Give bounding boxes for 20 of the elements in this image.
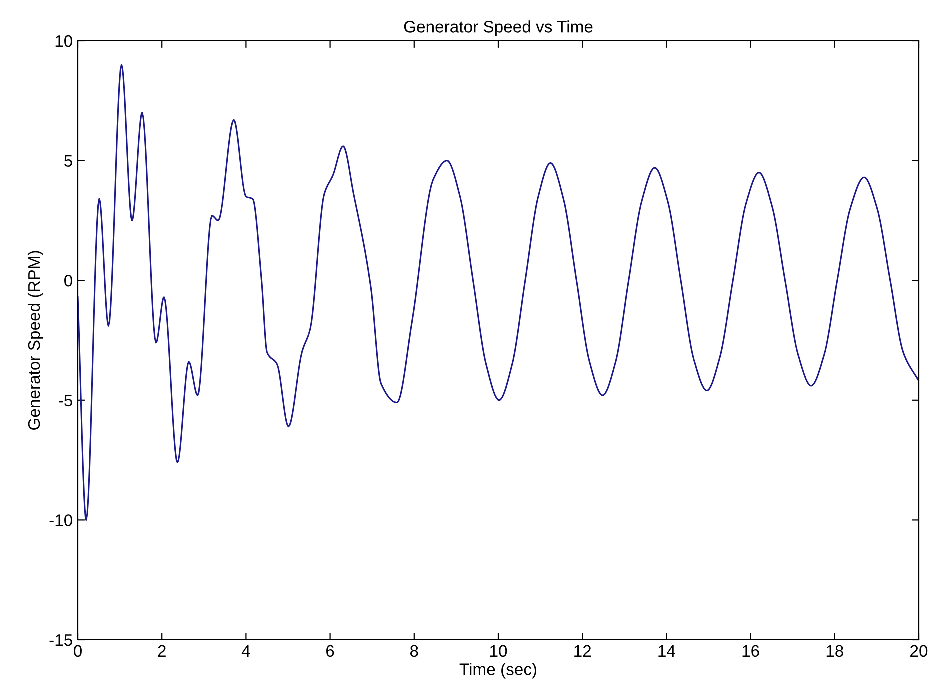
y-axis-title: Generator Speed (RPM) — [28, 251, 44, 430]
x-tick-label: 8 — [410, 645, 418, 658]
x-tick-label: 0 — [74, 645, 82, 658]
x-tick-label: 18 — [826, 645, 844, 658]
y-tick-label: -15 — [50, 634, 72, 646]
chart-title: Generator Speed vs Time — [404, 20, 593, 36]
x-tick-label: 14 — [658, 645, 676, 657]
y-tick-label: -10 — [50, 514, 72, 526]
y-tick-label: -5 — [59, 394, 72, 407]
x-tick-label: 6 — [326, 645, 334, 658]
x-axis-title: Time (sec) — [460, 663, 537, 679]
y-tick-label: 10 — [56, 35, 72, 48]
x-tick-label: 20 — [910, 645, 928, 658]
x-tick-label: 10 — [490, 645, 508, 658]
x-tick-label: 2 — [158, 645, 166, 657]
y-tick-label: 5 — [64, 155, 72, 168]
x-tick-label: 12 — [574, 645, 592, 657]
x-tick-label: 4 — [242, 645, 250, 657]
y-tick-label: 0 — [64, 275, 72, 287]
x-tick-label: 16 — [742, 645, 760, 658]
